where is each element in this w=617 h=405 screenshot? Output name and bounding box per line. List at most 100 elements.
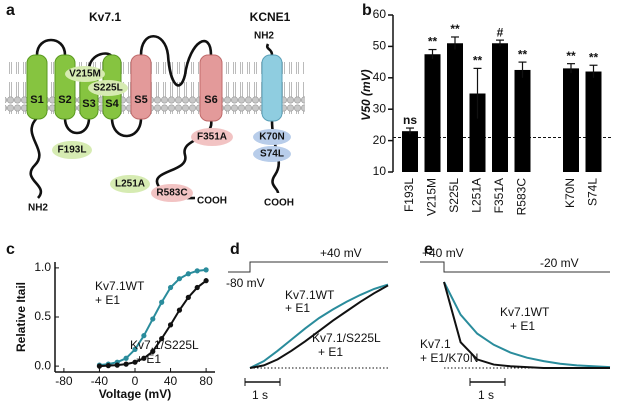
data-point xyxy=(185,271,191,277)
terminus-label: COOH xyxy=(264,198,294,209)
data-point xyxy=(132,359,138,365)
y-tick-label: 0.5 xyxy=(34,309,51,323)
trace xyxy=(443,281,610,369)
annotation: +40 mV xyxy=(422,246,464,260)
mutation-site xyxy=(253,146,291,162)
bar xyxy=(514,69,531,172)
y-tick-label: 0.0 xyxy=(34,358,51,372)
significance-label: ** xyxy=(589,50,599,64)
annotation: Kv7.1 xyxy=(420,337,451,351)
data-point xyxy=(159,299,165,305)
bar xyxy=(563,68,579,172)
x-tick-label: 40 xyxy=(164,374,178,388)
loop xyxy=(266,43,274,56)
membrane xyxy=(5,62,305,114)
loop xyxy=(139,35,213,87)
voltage-protocol xyxy=(420,261,610,273)
annotation: Kv7.1/S225L xyxy=(312,331,381,345)
voltage-protocol xyxy=(228,261,388,273)
data-point xyxy=(203,267,209,273)
segment-label: S4 xyxy=(105,98,119,110)
panel-label: c xyxy=(6,241,15,258)
bar xyxy=(492,43,508,173)
significance-label: # xyxy=(497,25,504,39)
terminus-label: NH2 xyxy=(28,203,48,214)
diagram-title: KCNE1 xyxy=(250,10,291,24)
mutation-site xyxy=(65,66,105,82)
data-point xyxy=(123,355,129,361)
segment-label: S6 xyxy=(204,94,217,106)
data-point xyxy=(123,361,129,367)
x-tick-label: K70N xyxy=(563,178,577,208)
data-point xyxy=(194,268,200,274)
mutation-label: V215M xyxy=(69,69,101,80)
x-axis-label: Voltage (mV) xyxy=(99,387,171,401)
terminus-label: NH2 xyxy=(254,31,274,42)
loop xyxy=(63,117,91,135)
y-tick-label: 40 xyxy=(373,70,387,84)
panel-label: d xyxy=(230,241,240,258)
bar xyxy=(402,131,418,172)
segment-label: S1 xyxy=(30,94,43,106)
data-point xyxy=(167,284,174,291)
helix xyxy=(261,54,283,122)
y-tick-label: 20 xyxy=(373,133,387,147)
mutation-site xyxy=(151,184,193,202)
y-tick-label: 60 xyxy=(373,7,387,21)
loop xyxy=(110,117,143,138)
loop xyxy=(35,38,67,56)
annotation: Kv7.1/S225L xyxy=(130,338,199,352)
x-tick-label: V215M xyxy=(425,178,439,216)
annotation: Kv7.1WT xyxy=(500,305,550,319)
annotation: -80 mV xyxy=(226,276,265,290)
annotation: 1 s xyxy=(478,388,494,402)
x-tick-label: F351A xyxy=(492,178,506,213)
mutation-site xyxy=(253,129,291,145)
y-axis-label: V50 (mV) xyxy=(359,69,373,120)
helix xyxy=(54,54,76,120)
helix xyxy=(199,54,223,122)
significance-label: ** xyxy=(473,54,483,68)
data-point xyxy=(150,316,156,322)
annotation: Kv7.1WT xyxy=(95,279,145,293)
panel-label: e xyxy=(424,241,433,258)
mutation-site xyxy=(191,128,233,146)
mutation-label: S74L xyxy=(260,149,284,160)
annotation: + E1 xyxy=(318,345,343,359)
mutation-label: F351A xyxy=(197,132,227,143)
bar xyxy=(447,43,463,173)
loop xyxy=(29,117,43,199)
annotation: + E1/K70N xyxy=(420,351,478,365)
annotation: + E1 xyxy=(510,319,535,333)
data-point xyxy=(159,336,165,342)
data-point xyxy=(141,355,147,361)
mutation-label: R583C xyxy=(156,188,187,199)
bar xyxy=(585,71,602,172)
mutation-site xyxy=(52,141,92,159)
mutation-label: L251A xyxy=(115,179,145,190)
channel-diagram: Kv7.1 KCNE1 S1 S2 S3 S4 S5 S6 V215M S225… xyxy=(5,10,305,214)
x-tick-label: F193L xyxy=(402,178,416,212)
mutation-label: K70N xyxy=(259,132,285,143)
data-point xyxy=(96,363,103,369)
data-point xyxy=(185,294,191,300)
segment-label: S3 xyxy=(82,98,95,110)
mutation-label: F193L xyxy=(58,145,87,156)
data-point xyxy=(132,346,138,353)
helix xyxy=(130,54,152,120)
data-point xyxy=(105,363,111,369)
y-tick-label: 30 xyxy=(373,101,387,115)
significance-label: ** xyxy=(566,49,576,63)
x-tick-label: R583C xyxy=(515,178,529,216)
terminus-label: COOH xyxy=(197,196,227,207)
diagram-title: Kv7.1 xyxy=(89,10,121,24)
data-point xyxy=(167,322,174,328)
trace xyxy=(443,281,611,369)
panel-label: a xyxy=(6,2,15,19)
trace xyxy=(249,284,389,369)
significance-label: ** xyxy=(450,22,460,36)
helix xyxy=(26,54,48,120)
segment-label: S2 xyxy=(58,94,71,106)
annotation: + E1 xyxy=(95,293,120,307)
annotation: 1 s xyxy=(252,388,268,402)
